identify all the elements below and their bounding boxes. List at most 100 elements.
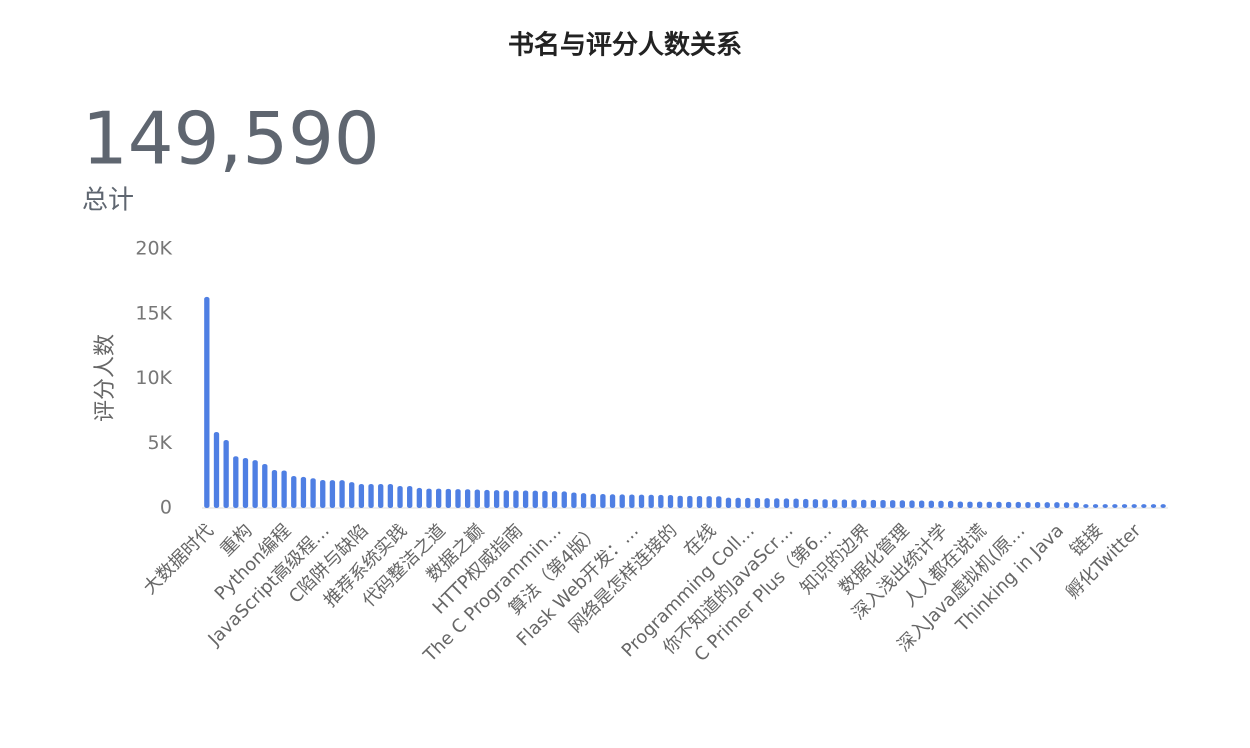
y-tick-label: 0 [160,497,172,519]
y-axis-title: 评分人数 [93,334,118,422]
bar [957,501,963,508]
total-value: 149,590 [82,97,380,181]
bar [1005,501,1012,508]
bar [696,495,703,508]
bar [1054,502,1060,508]
bar [291,476,297,508]
bar [716,496,722,508]
bar [1034,502,1041,508]
bar [996,501,1002,508]
bar [745,497,751,508]
bar [1073,502,1079,508]
bar [1112,504,1118,508]
bar [561,491,567,508]
bar [1083,504,1089,508]
bar [484,489,490,508]
bar [551,491,558,508]
bar [658,494,664,508]
bar [1150,504,1157,508]
bar [542,490,548,508]
bar [300,476,307,508]
bar [493,490,500,508]
bar [793,498,799,508]
bar [416,487,423,508]
bar [1141,504,1147,508]
bar [349,482,355,508]
total-label: 总计 [82,186,134,216]
bar [310,478,316,508]
bar [629,494,635,508]
y-tick-label: 20K [135,238,172,260]
bar [783,498,790,508]
bar [909,500,915,508]
bar [213,431,220,508]
bar [571,492,577,508]
bar [580,493,587,508]
bar [600,494,606,508]
bar [1121,504,1128,508]
bar [764,498,770,508]
bar [880,499,886,508]
bar [320,480,326,508]
bar [242,458,249,508]
x-tick-label: 孵化Twitter [1062,520,1145,603]
bar [513,490,519,508]
bar [358,484,365,508]
bar [252,460,258,508]
bar [677,495,683,508]
bar [1015,501,1021,508]
bar [667,495,674,508]
bar [329,480,336,508]
bar [474,489,480,508]
bar [262,463,268,508]
bar [812,499,819,508]
bar [407,485,413,508]
bar [1063,502,1070,508]
bar [281,470,287,508]
bar [532,490,538,508]
bar [426,488,432,508]
bar [947,500,954,508]
bar [735,497,741,508]
bar [445,488,451,508]
bar [1044,502,1050,508]
bar [803,498,809,508]
x-tick-label: 大数据时代 [139,520,217,598]
bar [687,495,693,508]
bar [986,501,992,508]
bar [841,499,848,508]
bar [967,501,973,508]
bar [522,490,529,508]
bar [1160,504,1166,508]
bar [822,499,828,508]
bar [503,490,509,508]
bar [368,484,374,508]
bar [919,500,925,508]
bar [271,470,278,508]
bar [832,499,838,508]
bar [464,489,471,508]
bar [1102,504,1108,508]
chart-title: 书名与评分人数关系 [508,30,742,61]
bar [455,489,461,508]
bar [619,494,625,508]
bar [397,485,403,508]
y-tick-label: 15K [135,302,172,324]
bar [590,493,596,508]
bar [899,500,906,508]
bar [1092,504,1099,508]
bar [1025,501,1031,508]
bar [387,484,394,508]
bar [609,494,616,508]
bar [928,500,934,508]
bar [851,499,857,508]
bar [638,494,645,508]
y-tick-label: 10K [135,367,172,389]
bar [204,296,210,508]
bar [725,497,732,508]
bar [754,498,761,508]
bar [233,456,239,508]
bar [378,484,384,508]
bar [706,496,712,508]
bar [223,440,229,508]
